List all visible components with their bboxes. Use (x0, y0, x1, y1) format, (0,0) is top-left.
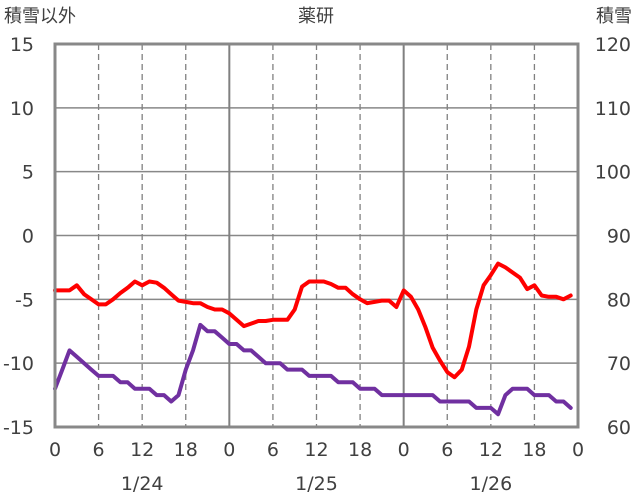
left-tick-label: -5 (15, 289, 34, 311)
x-tick-label: 6 (267, 439, 279, 461)
x-tick-label: 0 (572, 439, 584, 461)
x-tick-label: 18 (174, 439, 198, 461)
right-tick-labels: 120 110 100 90 80 70 60 (595, 34, 631, 439)
right-tick-label: 60 (607, 417, 631, 439)
left-tick-label: 15 (10, 34, 34, 56)
x-tick-label: 12 (130, 439, 154, 461)
left-axis-label: 積雪以外 (4, 6, 76, 27)
date-labels: 1/24 1/25 1/26 (121, 473, 512, 495)
plot-frame (53, 42, 580, 429)
right-tick-label: 90 (607, 226, 631, 248)
x-tick-label: 18 (522, 439, 546, 461)
x-tick-label: 18 (348, 439, 372, 461)
series-line-2 (53, 322, 573, 417)
right-tick-label: 110 (595, 98, 631, 120)
date-label: 1/26 (469, 473, 512, 495)
series-line-1 (53, 261, 573, 380)
x-tick-label: 6 (441, 439, 453, 461)
left-tick-labels: 15 10 5 0 -5 -10 -15 (3, 34, 34, 439)
chart-title: 薬研 (298, 6, 334, 27)
x-tick-label: 0 (49, 439, 61, 461)
right-tick-label: 100 (595, 162, 631, 184)
left-tick-label: 10 (10, 98, 34, 120)
series-layer (53, 261, 573, 417)
left-tick-label: -10 (3, 353, 34, 375)
grid (55, 44, 578, 427)
x-tick-labels: 0 6 12 18 0 6 12 18 0 6 12 18 0 (49, 439, 584, 461)
right-tick-label: 70 (607, 353, 631, 375)
x-tick-label: 0 (398, 439, 410, 461)
x-tick-label: 0 (223, 439, 235, 461)
left-tick-label: 5 (22, 162, 34, 184)
left-tick-label: 0 (22, 226, 34, 248)
date-label: 1/24 (121, 473, 164, 495)
x-tick-label: 12 (479, 439, 503, 461)
x-tick-label: 12 (304, 439, 328, 461)
right-axis-label: 積雪 (596, 6, 632, 27)
x-tick-label: 6 (93, 439, 105, 461)
date-label: 1/25 (295, 473, 338, 495)
right-tick-label: 120 (595, 34, 631, 56)
right-tick-label: 80 (607, 289, 631, 311)
left-tick-label: -15 (3, 417, 34, 439)
